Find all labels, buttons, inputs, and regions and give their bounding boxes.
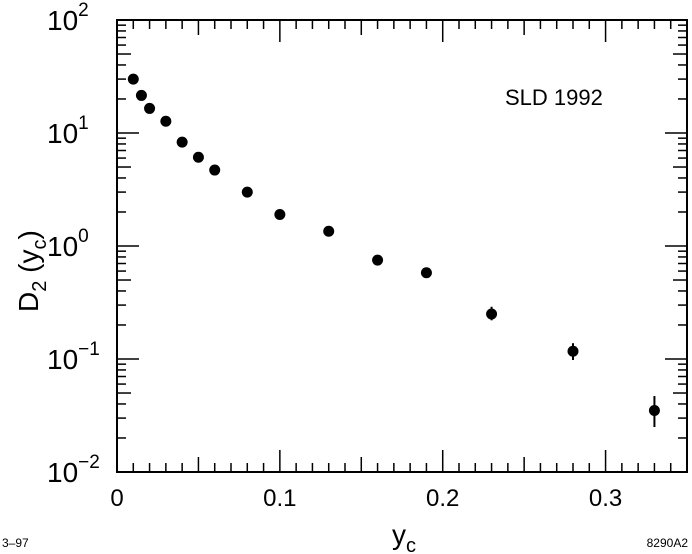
data-point [160, 115, 172, 127]
y-tick-labels: 102 101 100 10−1 10−2 [47, 0, 100, 488]
x-tick-label: 0 [110, 485, 123, 512]
data-point [135, 89, 147, 101]
axis-ticks [116, 20, 688, 473]
x-tick-label: 0.2 [426, 485, 459, 512]
data-point [127, 73, 139, 85]
x-tick-label: 0.3 [589, 485, 622, 512]
x-tick-labels: 0 0.1 0.2 0.3 [110, 485, 622, 512]
y-tick-label: 10−2 [47, 452, 100, 488]
y-axis-label: D2 (yc) [13, 230, 51, 312]
data-point [144, 102, 156, 114]
data-point [192, 151, 204, 163]
x-axis-label: yc [392, 519, 416, 554]
data-point [420, 267, 432, 279]
annotation-label: SLD 1992 [505, 85, 603, 110]
data-point [567, 345, 579, 357]
data-points [127, 73, 660, 428]
x-tick-label: 0.1 [263, 485, 296, 512]
y-tick-label: 101 [47, 113, 89, 149]
y-tick-label: 100 [47, 226, 89, 262]
data-point [241, 186, 253, 198]
data-point [176, 136, 188, 148]
data-point [323, 225, 335, 237]
data-point [372, 254, 384, 266]
footer-right-note: 8290A2 [646, 536, 688, 550]
footer-left-note: 3–97 [2, 536, 29, 550]
data-point [209, 164, 221, 176]
data-point [648, 405, 660, 417]
data-point [274, 209, 286, 221]
y-tick-label: 10−1 [47, 339, 100, 375]
data-point [486, 308, 498, 320]
y-tick-label: 102 [47, 0, 89, 36]
